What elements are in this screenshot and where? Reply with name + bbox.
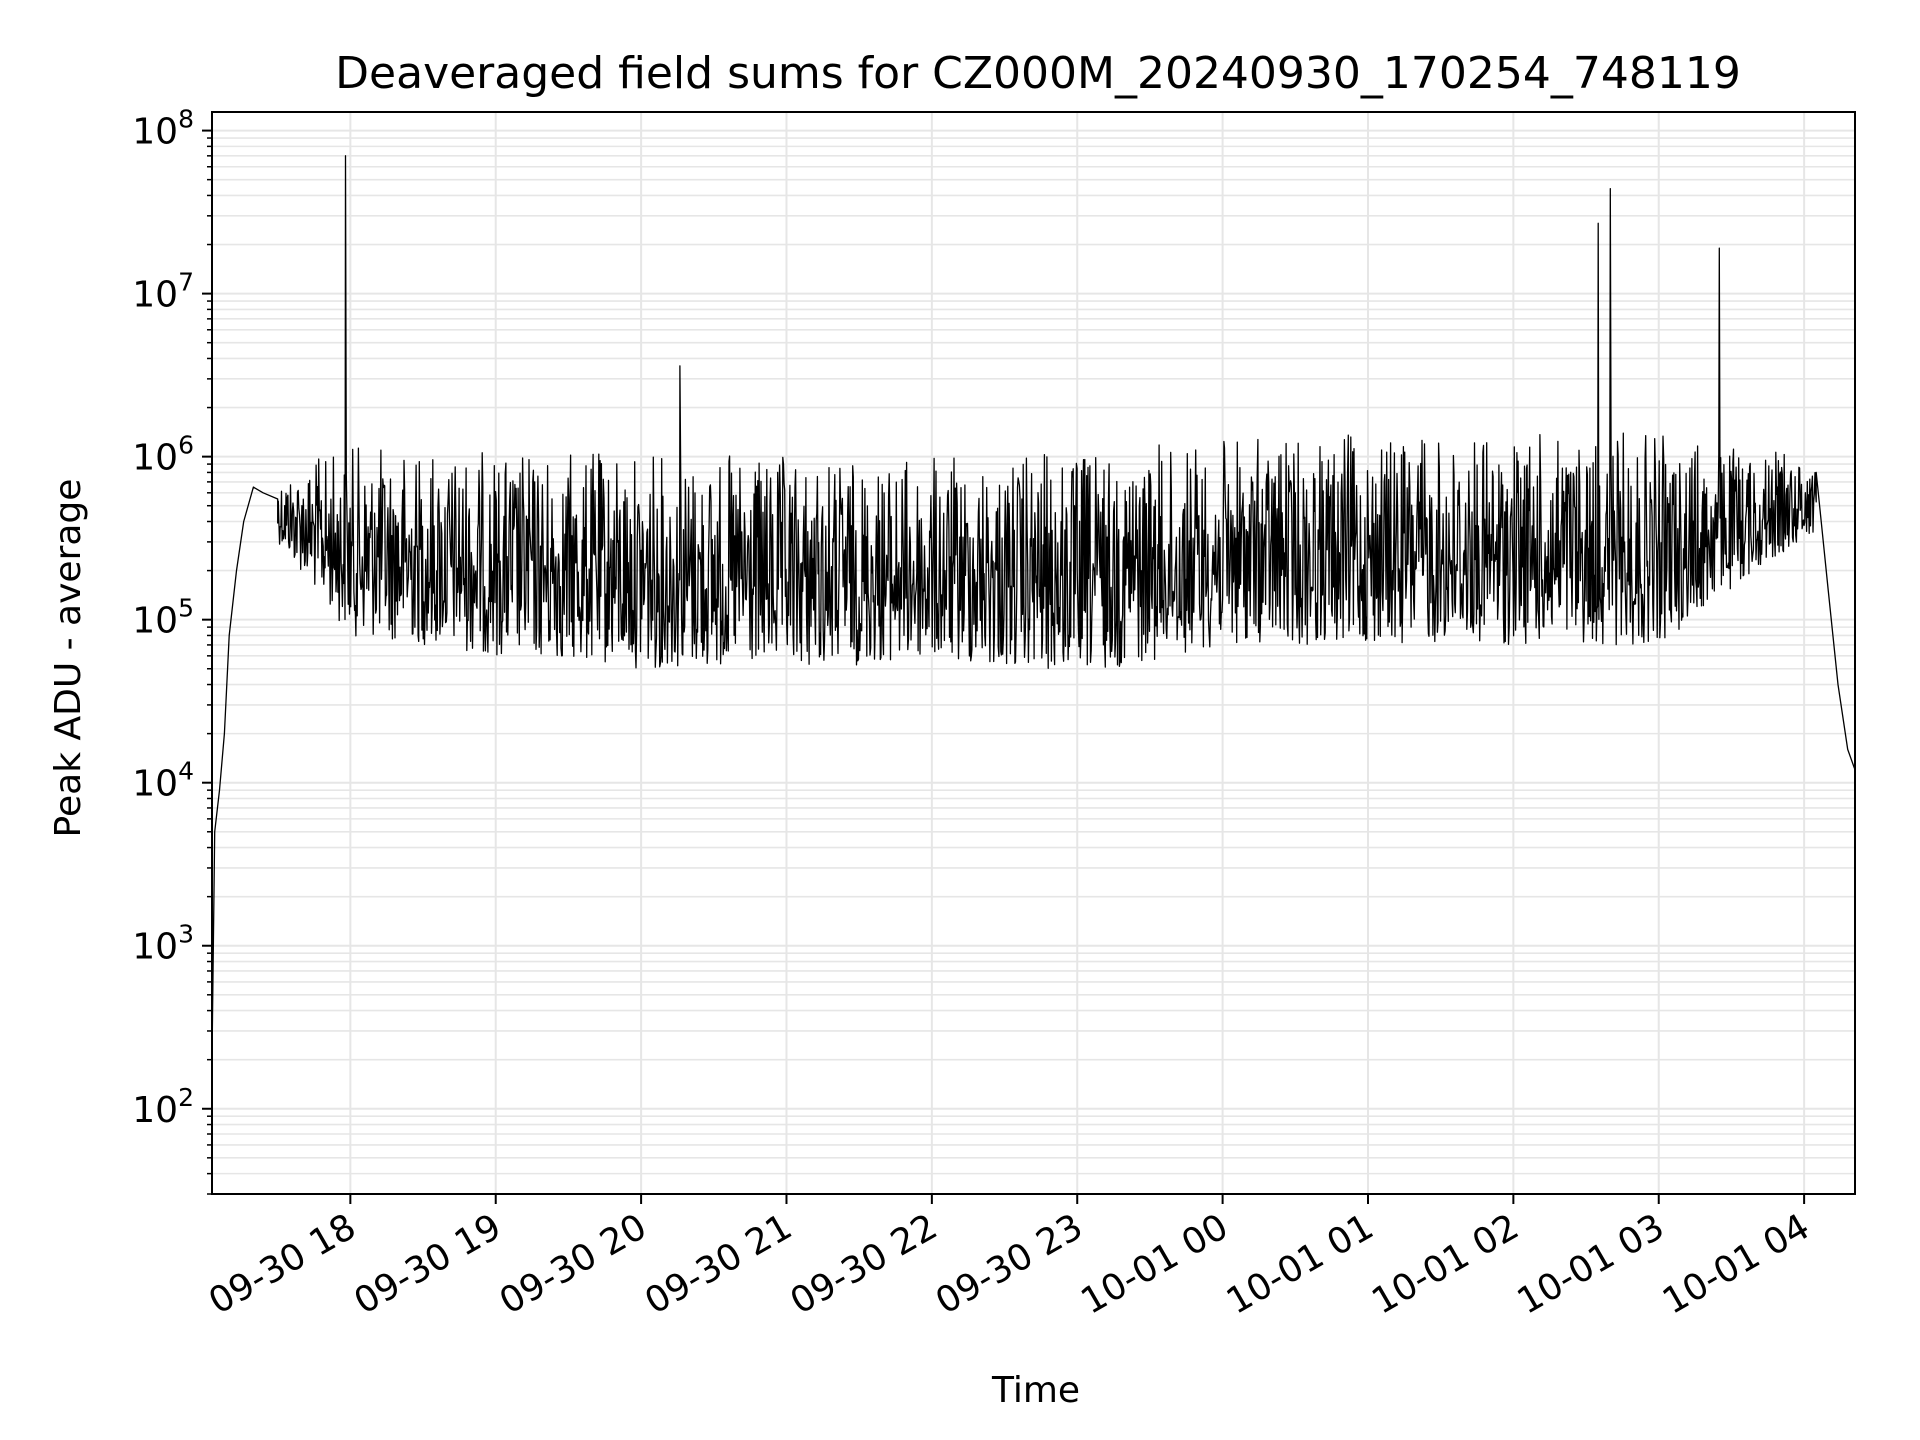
- chart-title: Deaveraged field sums for CZ000M_2024093…: [335, 48, 1741, 99]
- grid: [212, 112, 1855, 1195]
- y-tick-label: 107: [132, 268, 194, 316]
- y-tick-labels: 102 103 104 105 106 107 108: [132, 105, 194, 1131]
- y-tick-label: 103: [132, 920, 194, 968]
- plot-frame: [211, 111, 1856, 1195]
- series-line: [212, 155, 1855, 1060]
- y-tick-label: 105: [132, 594, 194, 642]
- series-line-group: [212, 155, 1855, 1060]
- y-tick-label: 108: [132, 105, 194, 153]
- ticks: [202, 129, 1806, 1204]
- y-tick-label: 104: [132, 757, 194, 805]
- y-axis-label: Peak ADU - average: [48, 479, 89, 838]
- y-tick-label: 106: [132, 431, 194, 479]
- y-tick-label: 102: [132, 1083, 194, 1131]
- x-axis-label: Time: [991, 1370, 1080, 1411]
